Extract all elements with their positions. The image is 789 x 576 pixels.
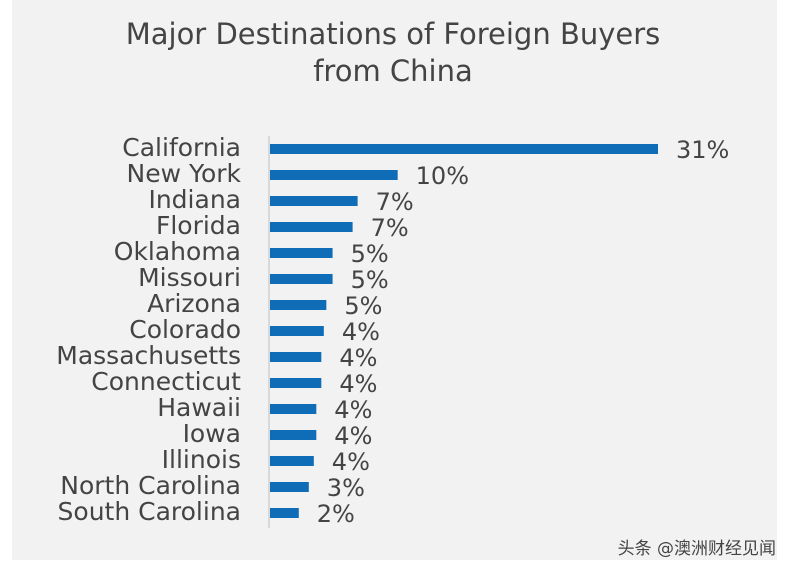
category-label: Colorado bbox=[129, 315, 241, 344]
value-label: 4% bbox=[339, 344, 377, 372]
value-label: 10% bbox=[416, 162, 469, 190]
category-label: New York bbox=[127, 159, 242, 188]
bar bbox=[270, 196, 358, 206]
value-label: 7% bbox=[371, 214, 409, 242]
bar bbox=[270, 222, 353, 232]
value-label: 5% bbox=[351, 266, 389, 294]
chart-background bbox=[12, 0, 777, 560]
bar bbox=[270, 456, 314, 466]
category-label: Arizona bbox=[147, 289, 241, 318]
category-label: South Carolina bbox=[58, 497, 241, 526]
value-label: 7% bbox=[376, 188, 414, 216]
bar bbox=[270, 352, 322, 362]
category-label: Indiana bbox=[148, 185, 241, 214]
bar bbox=[270, 326, 324, 336]
value-label: 4% bbox=[332, 448, 370, 476]
chart-title: Major Destinations of Foreign Buyers bbox=[126, 17, 661, 51]
value-label: 2% bbox=[317, 500, 355, 528]
bar bbox=[270, 144, 658, 154]
bar bbox=[270, 430, 317, 440]
bar bbox=[270, 300, 327, 310]
category-label: Hawaii bbox=[157, 393, 241, 422]
value-label: 5% bbox=[344, 292, 382, 320]
category-label: Oklahoma bbox=[114, 237, 241, 266]
value-label: 31% bbox=[676, 136, 729, 164]
category-label: Iowa bbox=[183, 419, 241, 448]
watermark: 头条 @澳洲财经见闻 bbox=[618, 539, 776, 559]
value-label: 5% bbox=[351, 240, 389, 268]
bar bbox=[270, 274, 333, 284]
bar bbox=[270, 482, 309, 492]
category-label: California bbox=[122, 133, 241, 162]
category-label: Florida bbox=[156, 211, 241, 240]
bar bbox=[270, 508, 299, 518]
value-label: 4% bbox=[339, 370, 377, 398]
value-label: 3% bbox=[327, 474, 365, 502]
category-label: Illinois bbox=[162, 445, 241, 474]
category-label: North Carolina bbox=[60, 471, 241, 500]
category-label: Massachusetts bbox=[56, 341, 241, 370]
category-label: Connecticut bbox=[91, 367, 241, 396]
bar bbox=[270, 170, 398, 180]
bar bbox=[270, 248, 333, 258]
bar bbox=[270, 378, 322, 388]
bar bbox=[270, 404, 317, 414]
chart-title: from China bbox=[313, 54, 473, 88]
category-label: Missouri bbox=[138, 263, 241, 292]
value-label: 4% bbox=[342, 318, 380, 346]
value-label: 4% bbox=[334, 422, 372, 450]
value-label: 4% bbox=[334, 396, 372, 424]
